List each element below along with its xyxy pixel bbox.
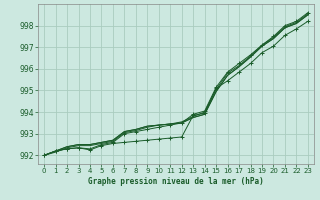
X-axis label: Graphe pression niveau de la mer (hPa): Graphe pression niveau de la mer (hPa)	[88, 177, 264, 186]
